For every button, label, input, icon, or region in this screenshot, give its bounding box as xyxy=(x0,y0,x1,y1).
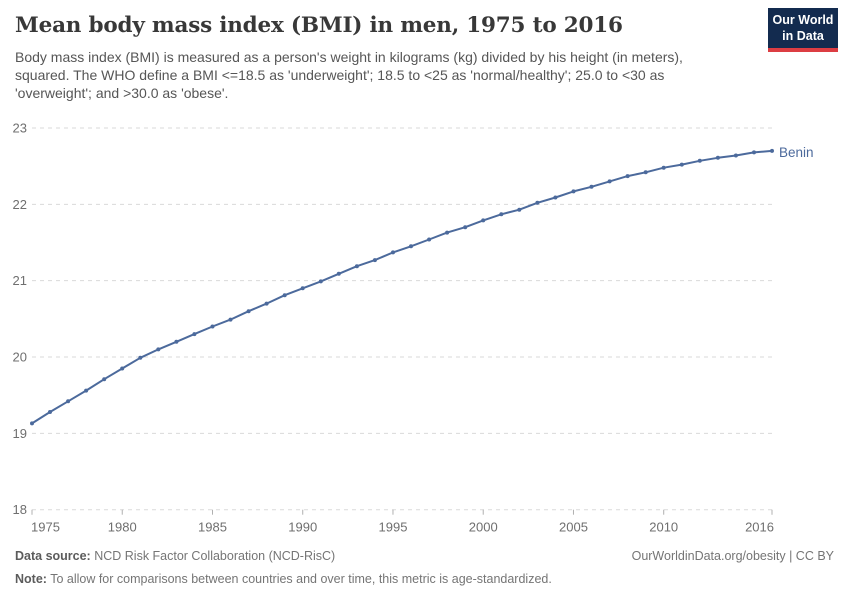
data-source-line: Data source: NCD Risk Factor Collaborati… xyxy=(15,548,335,564)
data-point xyxy=(553,195,558,200)
data-point xyxy=(697,158,702,163)
x-axis-tick-label: 1985 xyxy=(198,520,227,535)
data-point xyxy=(336,271,341,276)
x-axis-tick-label: 2005 xyxy=(559,520,588,535)
note-text: To allow for comparisons between countri… xyxy=(46,572,552,587)
data-point xyxy=(679,162,684,167)
y-axis-tick-label: 20 xyxy=(13,350,27,365)
owid-logo-line2: in Data xyxy=(782,28,824,43)
y-axis-tick-label: 22 xyxy=(13,197,27,212)
data-point xyxy=(66,399,71,404)
data-point xyxy=(481,218,486,223)
y-axis-tick-label: 18 xyxy=(13,502,27,517)
x-axis-tick-label: 1975 xyxy=(31,520,60,535)
owid-logo[interactable]: Our World in Data xyxy=(768,8,838,53)
data-point xyxy=(752,150,756,155)
data-point xyxy=(733,153,738,158)
chart-subtitle: Body mass index (BMI) is measured as a p… xyxy=(15,48,683,102)
data-point xyxy=(463,225,468,230)
data-point xyxy=(372,258,377,263)
data-point xyxy=(391,250,395,255)
data-point xyxy=(517,207,522,212)
data-point xyxy=(102,377,107,382)
chart-title: Mean body mass index (BMI) in men, 1975 … xyxy=(15,13,623,38)
x-axis-tick-label: 1990 xyxy=(288,520,317,535)
x-axis-tick-label: 2010 xyxy=(649,520,678,535)
data-point xyxy=(427,237,432,242)
data-point xyxy=(300,286,305,291)
y-axis-tick-label: 19 xyxy=(13,426,27,441)
data-point xyxy=(607,179,612,184)
x-axis-tick-label: 2000 xyxy=(469,520,498,535)
data-point xyxy=(643,170,648,175)
data-point xyxy=(409,244,413,249)
owid-license-link[interactable]: OurWorldinData.org/obesity | CC BY xyxy=(631,549,834,563)
data-point xyxy=(174,339,179,344)
data-point xyxy=(120,366,125,371)
data-point xyxy=(354,264,359,269)
data-point xyxy=(192,332,197,337)
data-point xyxy=(264,301,269,306)
data-source-text: NCD Risk Factor Collaboration (NCD-RisC) xyxy=(90,549,336,563)
data-point xyxy=(30,421,34,426)
data-point xyxy=(625,174,630,179)
data-point xyxy=(770,148,774,153)
data-point xyxy=(445,230,450,235)
data-point xyxy=(571,189,576,194)
y-axis-tick-label: 21 xyxy=(13,273,27,288)
data-point xyxy=(84,388,89,393)
series-line-benin xyxy=(31,149,773,425)
data-point xyxy=(282,293,287,298)
note-line: Note: To allow for comparisons between c… xyxy=(15,572,552,586)
x-axis-tick-label: 2016 xyxy=(745,520,774,535)
data-point xyxy=(715,155,720,160)
data-point xyxy=(156,347,161,352)
data-point xyxy=(499,212,504,217)
data-point xyxy=(661,165,666,170)
data-point xyxy=(535,200,540,205)
owid-logo-line1: Our World xyxy=(772,13,834,27)
x-axis-tick-label: 1980 xyxy=(108,520,137,535)
data-point xyxy=(210,324,215,329)
data-source-label: Data source: xyxy=(15,549,91,563)
chart-header: Mean body mass index (BMI) in men, 1975 … xyxy=(15,13,755,102)
data-point xyxy=(246,309,251,314)
chart-footer: Data source: NCD Risk Factor Collaborati… xyxy=(15,548,834,588)
data-point xyxy=(48,410,52,414)
data-point xyxy=(138,355,143,360)
data-point xyxy=(228,317,233,322)
note-label: Note: xyxy=(15,572,47,587)
y-axis-tick-label: 23 xyxy=(13,121,27,136)
data-point xyxy=(318,279,323,284)
data-point xyxy=(589,184,594,189)
series-label-benin[interactable]: Benin xyxy=(779,145,814,160)
x-axis-tick-label: 1995 xyxy=(379,520,408,535)
